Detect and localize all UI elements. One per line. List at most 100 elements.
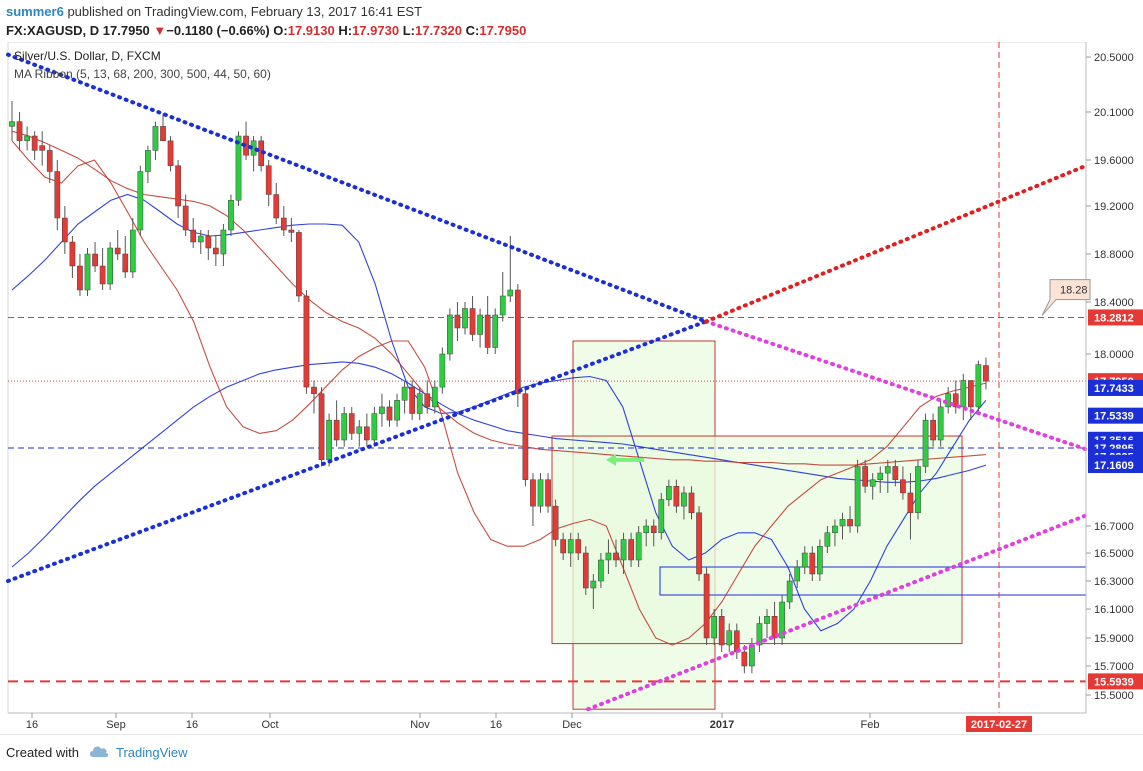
candle-body xyxy=(635,532,642,561)
candle-body xyxy=(952,393,959,408)
close-label: C: xyxy=(465,23,480,38)
candle-body xyxy=(718,616,725,646)
candle-body xyxy=(688,492,695,514)
candle-body xyxy=(454,314,461,329)
candle-body xyxy=(847,519,853,527)
candle-body xyxy=(703,573,710,639)
candle-body xyxy=(145,150,151,172)
candle-body xyxy=(394,400,400,421)
tradingview-brand-link[interactable]: TradingView xyxy=(116,745,188,760)
candle-body xyxy=(658,499,665,533)
x-tick-label: Feb xyxy=(861,719,880,731)
candle-body xyxy=(983,365,989,382)
candle-body xyxy=(431,386,438,408)
ma-ribbon-line xyxy=(11,130,986,466)
candle-body xyxy=(107,247,114,285)
candle-body xyxy=(915,466,921,514)
candle-body xyxy=(364,426,370,441)
candle-body xyxy=(673,486,680,507)
ma-ribbon-line xyxy=(11,361,987,568)
x-tick-label: 16 xyxy=(186,719,198,731)
candle-body xyxy=(507,289,514,297)
ma-ribbon-line xyxy=(11,140,987,646)
last-price: 17.7950 xyxy=(102,23,150,38)
candle-body xyxy=(318,393,325,461)
y-tick-label: 15.7000 xyxy=(1094,661,1134,673)
price-callout-label: 18.28 xyxy=(1060,285,1088,297)
price-chart[interactable]: 20.5000 20.1000 19.6000 19.2000 18.8000 18.40… xyxy=(0,41,1143,734)
x-tick-label: 16 xyxy=(26,719,38,731)
candle-body xyxy=(749,644,755,667)
candle-body xyxy=(31,135,38,151)
candle-body xyxy=(854,466,861,527)
price-label: 17.5339 xyxy=(1094,411,1134,423)
dotted-trendline xyxy=(704,319,1088,452)
candle-body xyxy=(824,532,831,547)
candle-body xyxy=(764,616,770,624)
candle-body xyxy=(416,393,423,414)
candle-body xyxy=(930,419,936,441)
candle-body xyxy=(741,651,748,667)
candle-body xyxy=(77,265,83,291)
candle-body xyxy=(968,380,974,408)
candle-body xyxy=(726,630,733,646)
candle-body xyxy=(175,165,181,207)
price-callout xyxy=(1041,279,1091,316)
candle-body xyxy=(666,486,672,500)
y-tick-label: 20.1000 xyxy=(1094,107,1134,119)
candle-body xyxy=(839,519,846,527)
candle-body xyxy=(530,479,536,507)
candle-body xyxy=(197,235,204,243)
price-label-box xyxy=(1088,457,1143,474)
candle-body xyxy=(477,314,483,335)
candle-body xyxy=(484,314,491,348)
candle-body xyxy=(922,419,929,467)
candle-body xyxy=(756,623,763,646)
candle-body xyxy=(439,353,446,388)
candle-body xyxy=(537,479,544,507)
candle-body xyxy=(213,247,219,255)
chart-header: summer6 published on TradingView.com, Fe… xyxy=(0,0,1143,42)
candle-body xyxy=(409,386,415,414)
candle-body xyxy=(288,229,295,233)
candle-body xyxy=(567,539,574,554)
candle-body xyxy=(303,295,310,388)
candle-body xyxy=(907,492,914,514)
candle-body xyxy=(167,140,174,167)
candle-body xyxy=(462,308,468,329)
candle-body xyxy=(273,194,280,219)
candle-body xyxy=(122,253,129,273)
candle-body xyxy=(265,165,272,195)
price-label-box xyxy=(1088,407,1143,424)
candle-body xyxy=(9,121,15,127)
candle-body xyxy=(129,229,136,273)
y-tick-label: 18.8000 xyxy=(1094,249,1134,261)
candle-body xyxy=(356,426,363,434)
y-tick-label: 15.5000 xyxy=(1094,690,1134,702)
candle-body xyxy=(92,253,98,267)
candle-body xyxy=(545,479,551,507)
high-value: 17.9730 xyxy=(352,23,400,38)
candle-body xyxy=(900,479,906,494)
price-label: 17.7433 xyxy=(1094,383,1134,395)
author-link[interactable]: summer6 xyxy=(6,4,64,19)
candle-body xyxy=(235,135,242,201)
price-label-box xyxy=(1088,379,1143,396)
candle-body xyxy=(884,466,891,474)
x-tick-label: 2017 xyxy=(710,719,734,731)
candle-body xyxy=(552,505,559,540)
candle-body xyxy=(582,552,589,589)
down-arrow-icon: ▼ xyxy=(153,23,167,38)
candle-body xyxy=(326,419,332,461)
candle-body xyxy=(605,552,612,561)
left-arrow-icon xyxy=(606,453,616,466)
candle-body xyxy=(469,308,476,335)
candle-body xyxy=(711,616,717,639)
candle-body xyxy=(696,512,702,575)
chart-area[interactable]: 20.5000 20.1000 19.6000 19.2000 18.8000 18.40… xyxy=(0,41,1143,734)
y-tick-label: 16.5000 xyxy=(1094,548,1134,560)
y-tick-label: 18.0000 xyxy=(1094,349,1134,361)
low-label: L: xyxy=(402,23,415,38)
published-text: published on TradingView.com, February 1… xyxy=(67,4,423,19)
date-marker-label: 2017-02-27 xyxy=(971,719,1027,731)
